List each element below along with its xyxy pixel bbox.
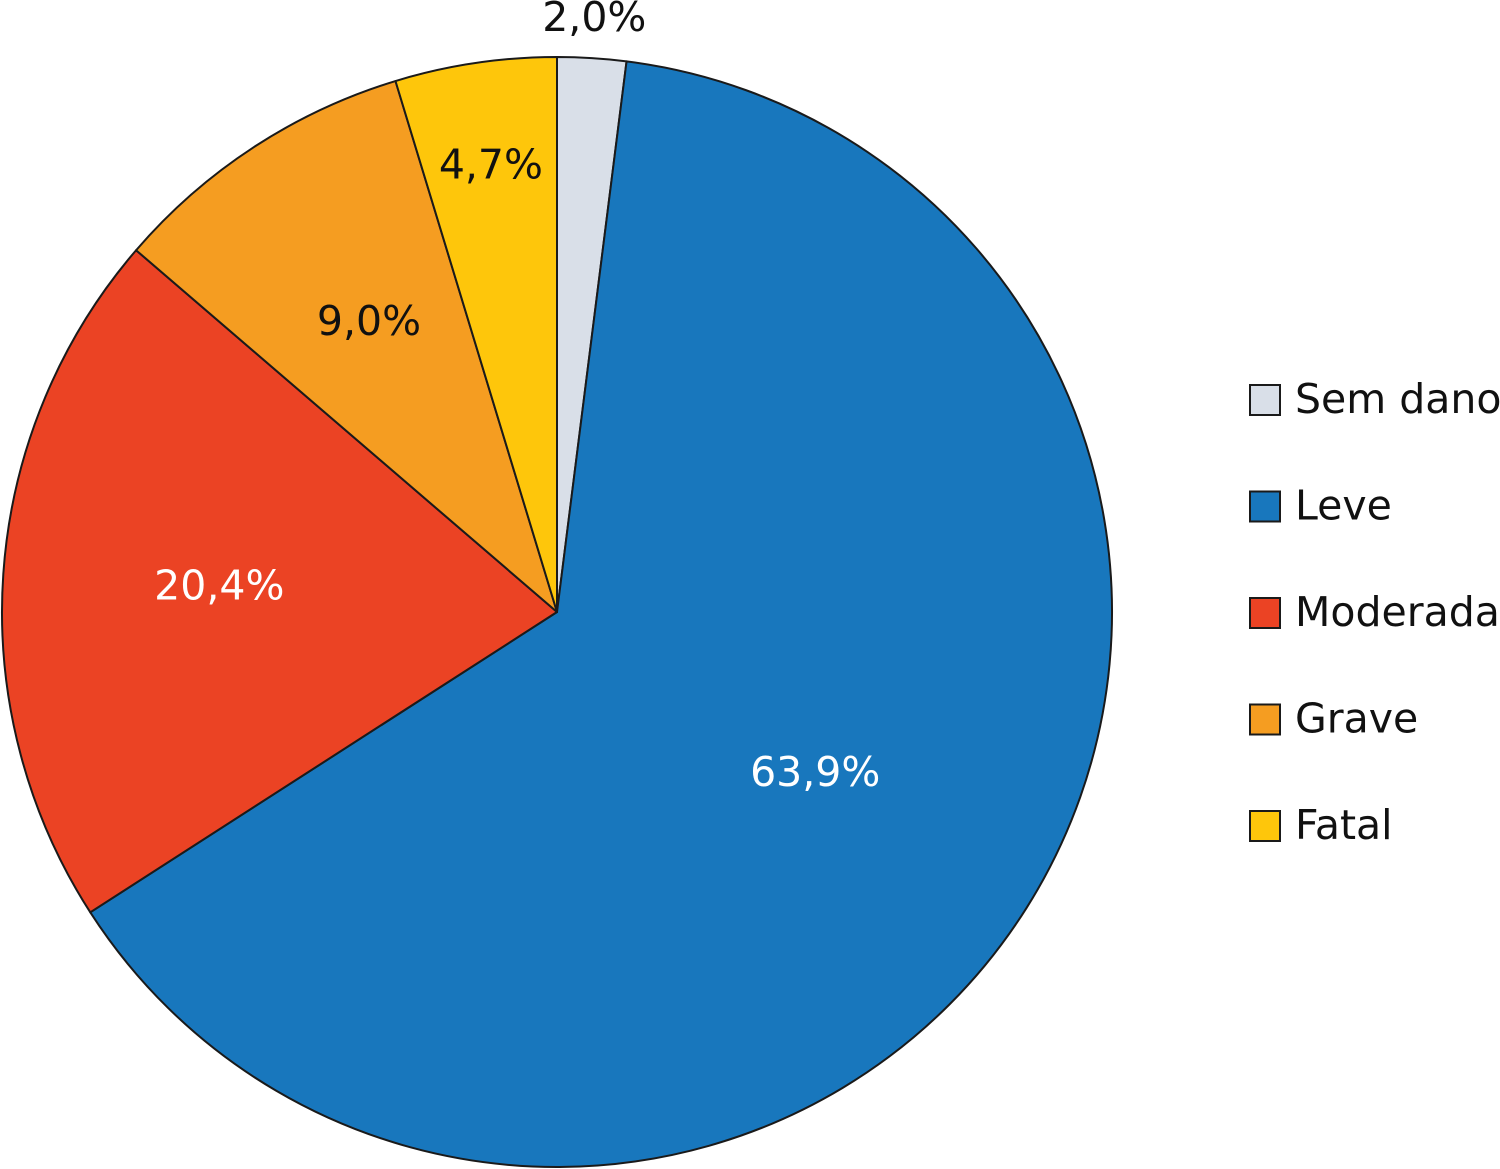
pie-slices — [1, 56, 1114, 1168]
pie-slice-fatal — [394, 56, 558, 613]
legend-label-sem-dano: Sem dano — [1295, 375, 1500, 423]
slice-label-fatal: 4,7% — [439, 140, 543, 188]
legend-label-leve: Leve — [1295, 482, 1392, 530]
legend-swatch-sem-dano — [1249, 384, 1281, 416]
legend: Sem dano Leve Moderada Grave Fatal — [1249, 375, 1500, 849]
slice-label-sem-dano: 2,0% — [542, 0, 646, 41]
legend-swatch-leve — [1249, 490, 1281, 523]
pie-slice-grave — [135, 80, 558, 613]
legend-label-fatal: Fatal — [1295, 801, 1393, 849]
slice-label-leve: 63,9% — [750, 748, 880, 796]
legend-swatch-grave — [1249, 703, 1281, 736]
slice-label-moderada: 20,4% — [154, 562, 284, 610]
legend-swatch-moderada — [1249, 597, 1281, 629]
pie-slice-labels: 2,0% 63,9% 20,4% 9,0% 4,7% — [154, 0, 880, 796]
slice-label-grave: 9,0% — [317, 297, 421, 345]
pie-slice-moderada — [1, 249, 558, 914]
legend-label-grave: Grave — [1295, 695, 1418, 743]
pie-slice-leve — [89, 60, 1114, 1168]
legend-swatch-fatal — [1249, 810, 1281, 842]
legend-label-moderada: Moderada — [1295, 588, 1500, 636]
